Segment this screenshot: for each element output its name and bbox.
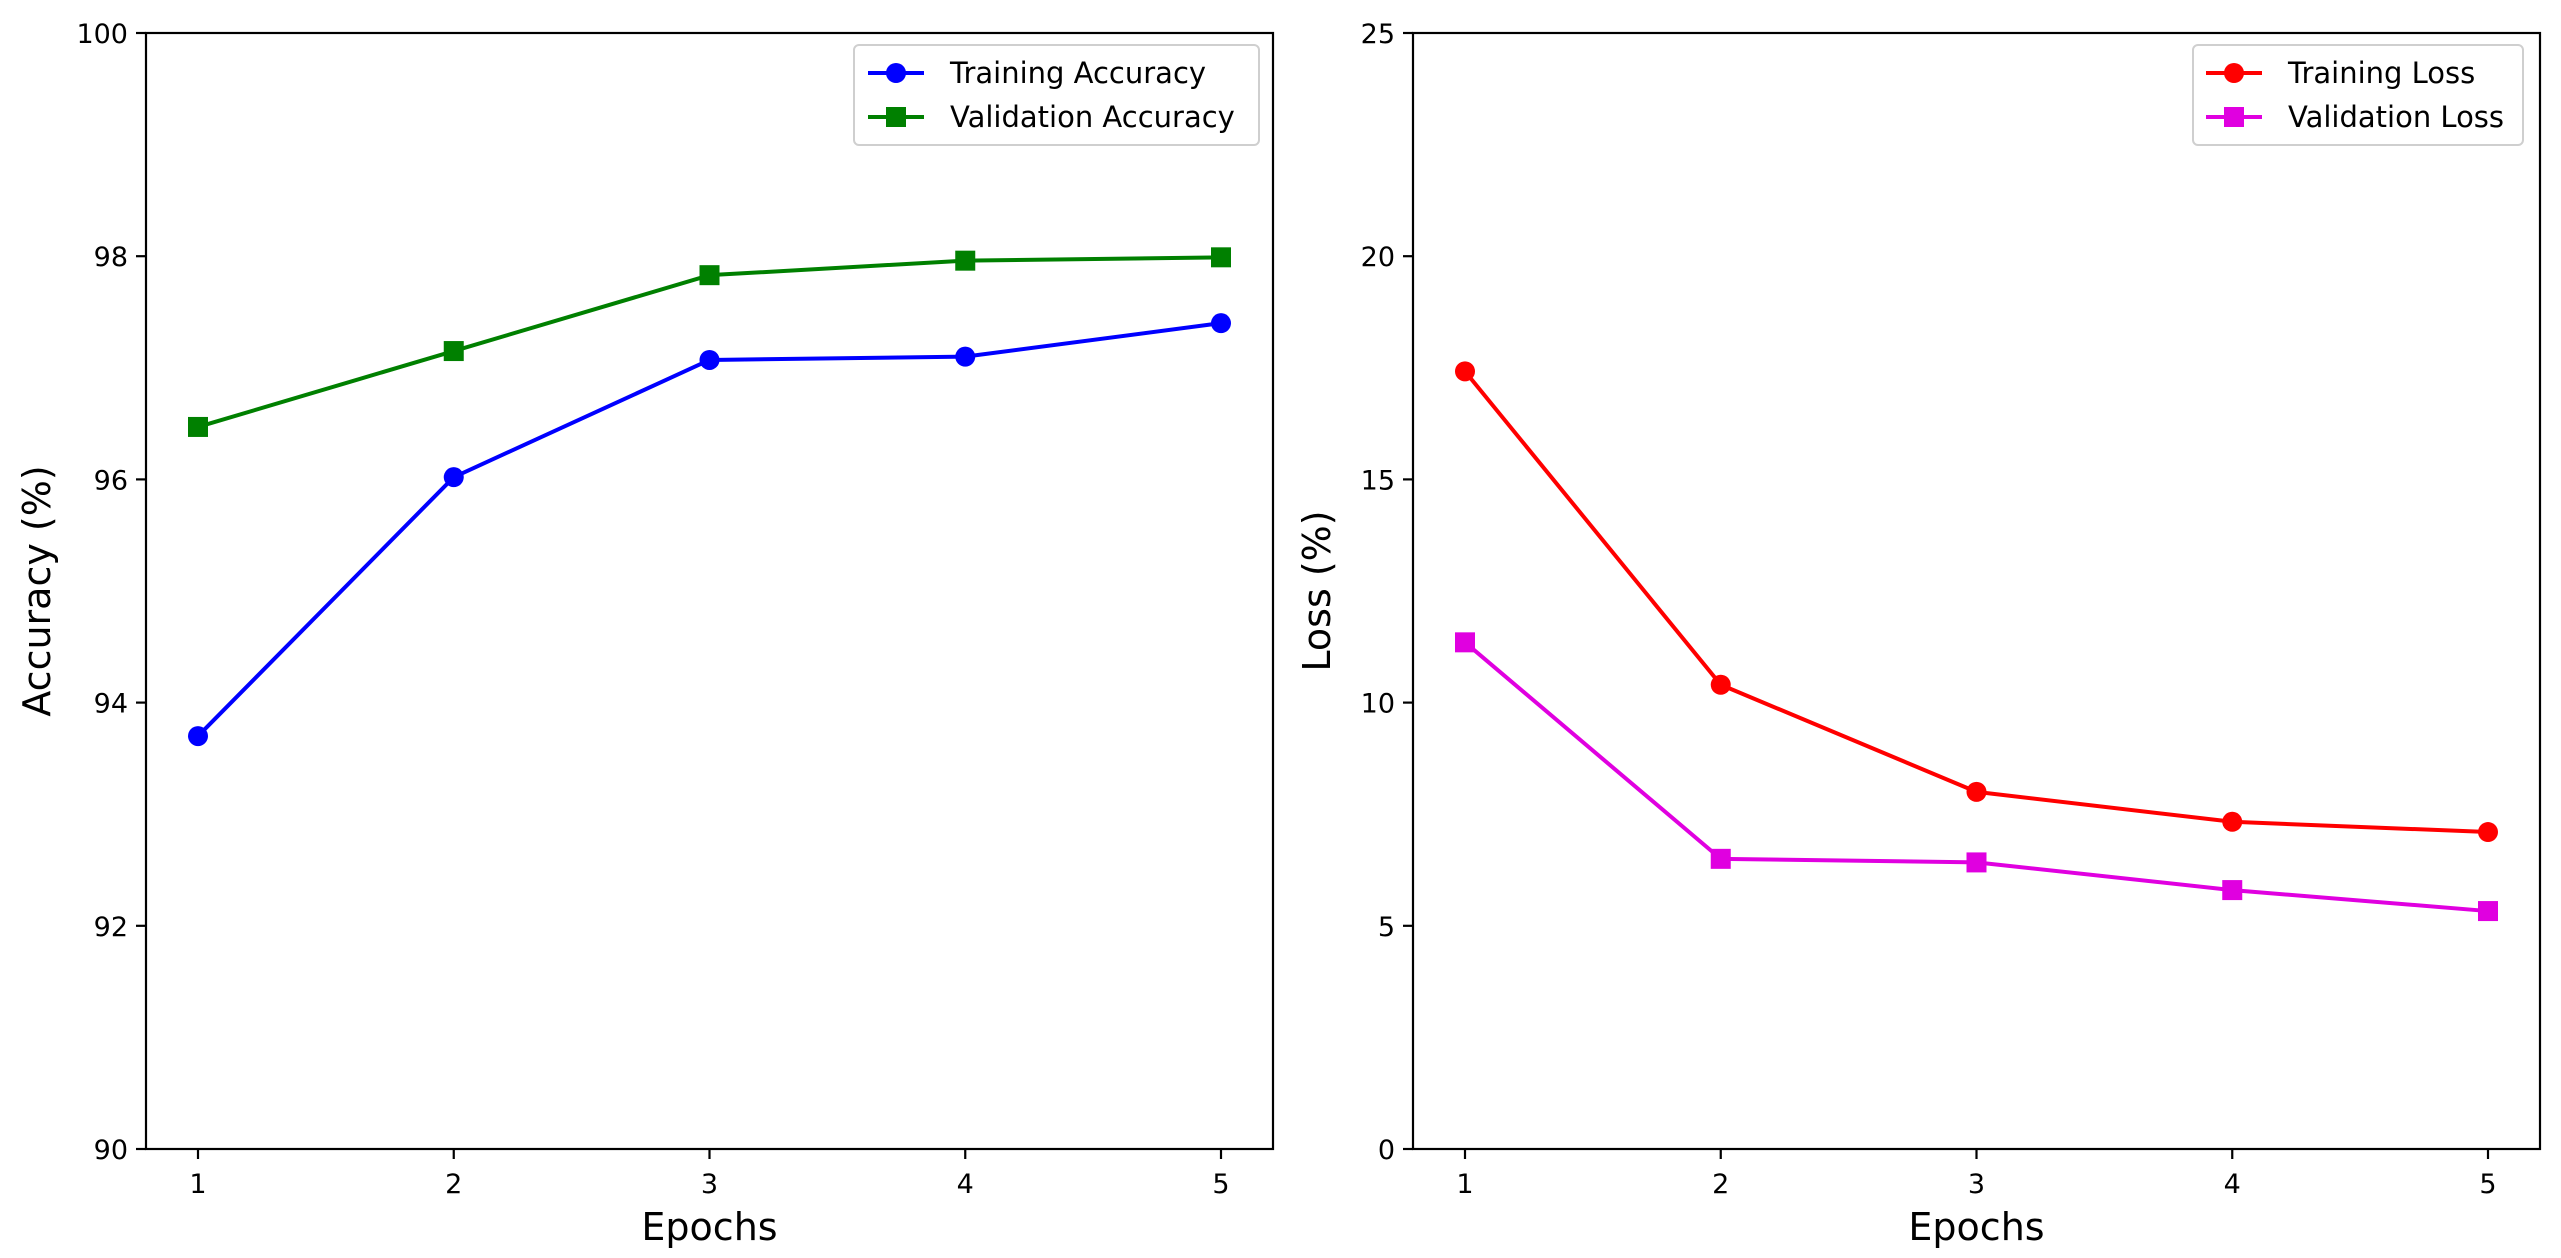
accuracy-y-axis-title: Accuracy (%) [15,465,59,716]
loss-x-axis-title: Epochs [1908,1205,2044,1249]
accuracy-legend: Training Accuracy Validation Accuracy [853,44,1260,146]
loss-legend-box [2192,44,2524,146]
loss-legend: Training Loss Validation Loss [2192,44,2524,146]
loss-panel: 0 5 10 15 20 25 1 2 3 4 5 Epochs Loss (%) Trainin… [1295,19,2542,1249]
data-point-training-loss-epoch-2 [1710,674,1731,695]
loss-y-tick-label-15: 15 [1361,465,1395,496]
loss-plot-frame [1411,31,2542,1151]
legend-label-validation-accuracy: Validation Accuracy [950,100,1235,134]
loss-x-tick-label-2: 2 [1712,1169,1729,1200]
legend-item-validation-accuracy: Validation Accuracy [868,100,1235,134]
data-point-validation-accuracy-epoch-2 [443,341,464,362]
series-line-training-accuracy [196,321,1222,738]
data-point-validation-accuracy-epoch-3 [699,265,720,286]
legend-marker-training-accuracy [886,63,906,83]
loss-y-axis: 0 5 10 15 20 25 [1361,19,1413,1166]
accuracy-x-tick-label-4: 4 [957,1169,974,1200]
accuracy-marks [188,247,1231,747]
data-point-validation-loss-epoch-1 [1455,632,1475,653]
data-point-validation-loss-epoch-2 [1710,848,1731,869]
accuracy-y-tick-label-94: 94 [94,689,128,720]
loss-x-axis: 1 2 3 4 5 [1456,1149,2497,1200]
loss-marks [1455,361,2498,922]
loss-x-tick-label-4: 4 [2224,1169,2241,1200]
series-line-training-loss [1463,370,2489,835]
legend-item-training-loss: Training Loss [2206,56,2475,90]
data-point-validation-loss-epoch-3 [1966,852,1987,873]
loss-y-tick-label-5: 5 [1378,912,1395,943]
data-point-training-loss-epoch-1 [1455,361,1475,382]
accuracy-plot-frame [144,31,1275,1151]
accuracy-y-tick-label-96: 96 [94,465,128,496]
loss-y-tick-label-20: 20 [1361,242,1395,273]
legend-label-training-accuracy: Training Accuracy [949,56,1206,90]
legend-item-training-accuracy: Training Accuracy [868,56,1206,90]
data-point-validation-accuracy-epoch-5 [1211,247,1231,268]
accuracy-y-tick-label-90: 90 [94,1135,128,1166]
data-point-training-loss-epoch-4 [2222,811,2243,832]
accuracy-y-axis: 90 92 94 96 98 100 [76,19,146,1166]
data-point-validation-loss-epoch-5 [2478,901,2498,922]
accuracy-x-axis: 1 2 3 4 5 [189,1149,1230,1200]
data-point-training-loss-epoch-5 [2478,822,2498,843]
accuracy-x-axis-title: Epochs [641,1205,777,1249]
legend-marker-validation-loss [2224,107,2244,127]
data-point-training-accuracy-epoch-1 [188,726,208,747]
data-point-training-accuracy-epoch-2 [443,467,464,488]
accuracy-y-tick-label-92: 92 [94,912,128,943]
loss-x-tick-label-1: 1 [1456,1169,1473,1200]
loss-x-tick-label-5: 5 [2479,1169,2496,1200]
data-point-training-accuracy-epoch-4 [955,346,976,367]
data-point-training-accuracy-epoch-3 [699,349,720,370]
loss-y-tick-label-25: 25 [1361,19,1395,50]
data-point-validation-loss-epoch-4 [2222,880,2243,901]
accuracy-legend-box [853,44,1260,146]
accuracy-x-tick-label-3: 3 [701,1169,718,1200]
loss-y-axis-title: Loss (%) [1295,510,1339,671]
legend-label-training-loss: Training Loss [2287,56,2475,90]
legend-marker-validation-accuracy [886,107,906,127]
loss-x-tick-label-3: 3 [1968,1169,1985,1200]
data-point-validation-accuracy-epoch-4 [955,250,976,271]
legend-label-validation-loss: Validation Loss [2288,100,2504,134]
accuracy-x-tick-label-2: 2 [445,1169,462,1200]
legend-marker-training-loss [2224,63,2244,83]
data-point-validation-accuracy-epoch-1 [188,416,208,437]
loss-y-tick-label-10: 10 [1361,689,1395,720]
loss-y-tick-label-0: 0 [1378,1135,1395,1166]
legend-item-validation-loss: Validation Loss [2206,100,2504,134]
data-point-training-loss-epoch-3 [1966,781,1987,802]
accuracy-y-tick-label-98: 98 [94,242,128,273]
accuracy-x-tick-label-1: 1 [189,1169,206,1200]
accuracy-x-tick-label-5: 5 [1212,1169,1229,1200]
data-point-training-accuracy-epoch-5 [1211,313,1231,334]
accuracy-y-tick-label-100: 100 [76,19,128,50]
